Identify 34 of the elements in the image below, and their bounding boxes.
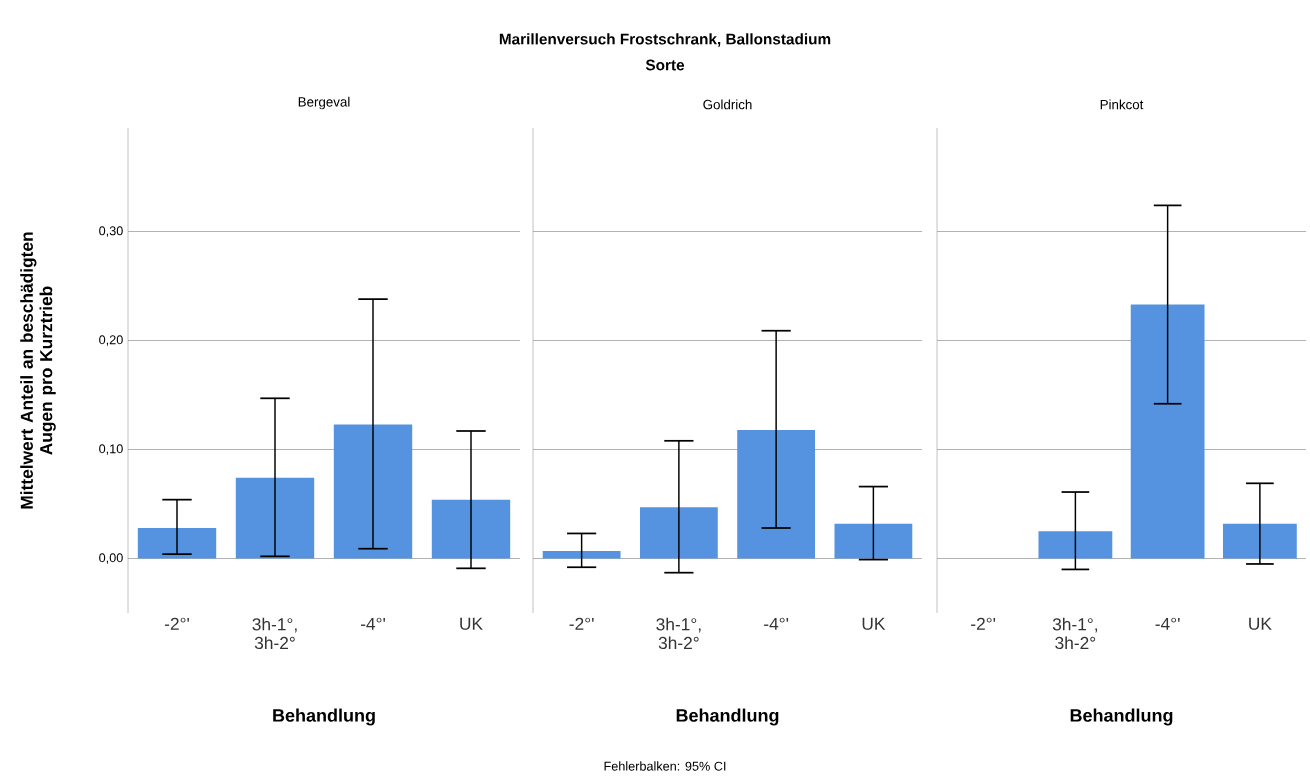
- x-axis-title: Behandlung: [676, 708, 779, 726]
- bar: [137, 528, 217, 559]
- y-tick-label: 0,00: [99, 553, 123, 564]
- bar: [431, 499, 511, 559]
- text: Fehlerbalken: 95% CI: [604, 761, 726, 771]
- bar: [639, 507, 718, 559]
- chart-title: Bergeval: [298, 96, 350, 110]
- x-tick-label: -2°': [971, 617, 996, 630]
- text: Sorte: [645, 59, 685, 71]
- y-axis-title: Mittelwert Anteil an beschädigten Augen pro Kurztrieb: [20, 232, 56, 509]
- x-tick-label: -4°': [764, 617, 789, 630]
- bar: [333, 424, 413, 559]
- x-tick-label: -4°': [1155, 617, 1180, 630]
- bar: [235, 477, 315, 559]
- bar: [542, 550, 621, 559]
- x-axis-title: Behandlung: [1070, 708, 1173, 726]
- bar: [834, 523, 913, 559]
- x-tick-label: UK: [460, 617, 483, 630]
- y-tick-label: 0,20: [99, 335, 123, 346]
- text: Marillenversuch Frostschrank, Ballonstadium: [499, 33, 831, 47]
- x-tick-label: -2°': [569, 617, 594, 630]
- x-tick-label: UK: [1249, 617, 1272, 630]
- y-tick-label: 0,10: [99, 444, 123, 455]
- x-tick-label: 3h-1°, 3h-2°: [1052, 617, 1098, 650]
- x-tick-label: -4°': [360, 617, 385, 630]
- x-axis-title: Behandlung: [273, 708, 375, 726]
- x-tick-label: -2°': [164, 617, 189, 630]
- chart-title: Goldrich: [703, 99, 752, 110]
- y-tick-label: 0,30: [99, 226, 123, 237]
- x-tick-label: 3h-1°, 3h-2°: [656, 617, 701, 650]
- x-tick-label: 3h-1°, 3h-2°: [252, 617, 297, 650]
- x-tick-label: UK: [862, 617, 886, 630]
- bar: [737, 429, 816, 559]
- chart-title: Pinkcot: [1100, 99, 1144, 110]
